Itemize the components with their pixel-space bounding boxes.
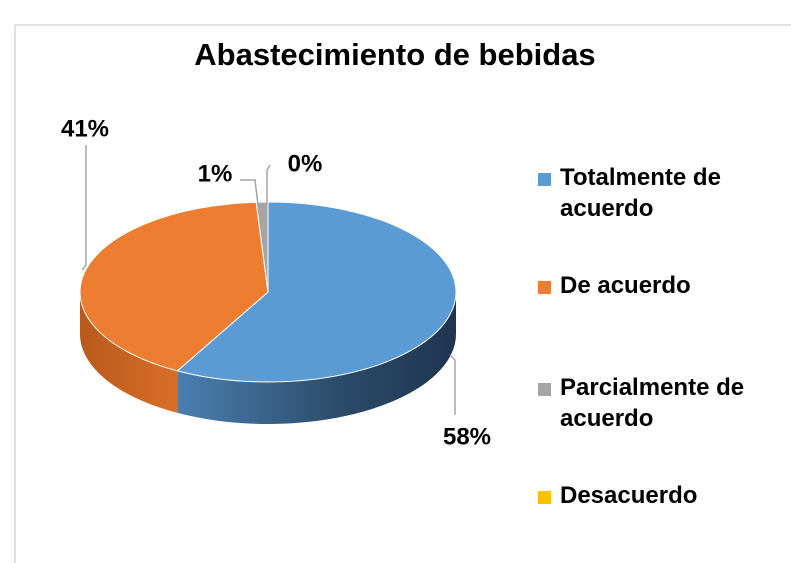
chart-title: Abastecimiento de bebidas <box>194 37 595 72</box>
leader-line <box>266 164 271 205</box>
legend-swatch <box>538 281 551 294</box>
slice <box>176 201 457 383</box>
legend-swatch <box>538 173 551 186</box>
legend-label: Parcialmente de acuerdo <box>560 374 745 432</box>
data-label: 41% <box>61 115 109 142</box>
leader-line <box>240 179 259 206</box>
legend-swatch <box>538 491 551 504</box>
legend-label: De acuerdo <box>560 272 691 299</box>
legend-label: Desacuerdo <box>560 482 698 509</box>
slice <box>79 201 269 372</box>
chart-border <box>14 24 791 563</box>
leader-line <box>81 145 87 271</box>
legend-label: Totalmente de acuerdo <box>560 164 721 222</box>
legend-swatch <box>538 383 551 396</box>
slice-side <box>177 292 457 424</box>
leader-line <box>449 354 456 415</box>
slice <box>255 201 269 293</box>
data-label: 0% <box>288 150 323 177</box>
data-label: 58% <box>443 423 491 450</box>
data-label: 1% <box>198 160 233 187</box>
slice-side <box>80 292 178 413</box>
